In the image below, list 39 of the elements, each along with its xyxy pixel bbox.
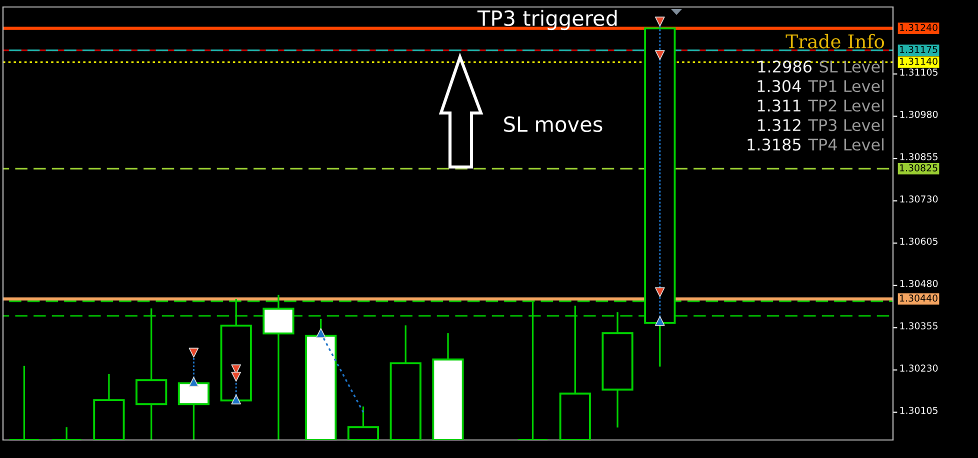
y-tick-label: 1.30605 — [900, 238, 938, 245]
y-tick-label: 1.30355 — [900, 322, 938, 330]
point — [231, 372, 242, 382]
annotation: 1.3185 — [748, 138, 800, 151]
point — [188, 348, 199, 358]
annotation: TP4 Level — [808, 138, 884, 151]
point — [316, 328, 326, 338]
annotation: SL moves — [504, 116, 602, 132]
annotation: TP1 Level — [808, 80, 884, 92]
y-tick-label: 1.30855 — [900, 153, 938, 160]
point — [654, 50, 665, 60]
ref-line-label: 1.30440 — [900, 294, 938, 302]
annotation: 1.312 — [758, 119, 800, 132]
candlestick — [516, 301, 549, 440]
annotation: SL Level — [820, 60, 884, 73]
y-tick-label: 1.30980 — [900, 110, 938, 118]
point — [654, 316, 665, 326]
y-tick-label: 1.30230 — [900, 364, 938, 372]
annotation: Trade Info — [786, 34, 884, 48]
point — [188, 376, 199, 387]
y-tick-label: 1.31105 — [900, 68, 938, 76]
ref-line-label: 1.30825 — [900, 164, 938, 172]
annotation: TP3 triggered — [477, 10, 617, 30]
annotation: 1.311 — [758, 100, 800, 112]
ref-line-label: 1.31140 — [900, 58, 938, 65]
ref-line-label: 1.31175 — [900, 46, 938, 54]
annotation: TP3 Level — [808, 118, 884, 132]
y-tick-label: 1.30480 — [900, 280, 938, 288]
y-tick-label: 1.30730 — [900, 195, 938, 203]
point — [231, 394, 242, 404]
point — [654, 287, 665, 298]
candlestick — [8, 365, 40, 440]
annotation: 1.2986 — [758, 60, 812, 73]
y-tick-label: 1.30105 — [900, 406, 938, 414]
candlestick — [50, 426, 82, 440]
annotation: 1.304 — [758, 80, 801, 92]
point — [654, 16, 665, 26]
ref-line-label: 1.31240 — [900, 24, 938, 32]
annotation: TP2 Level — [808, 99, 884, 112]
